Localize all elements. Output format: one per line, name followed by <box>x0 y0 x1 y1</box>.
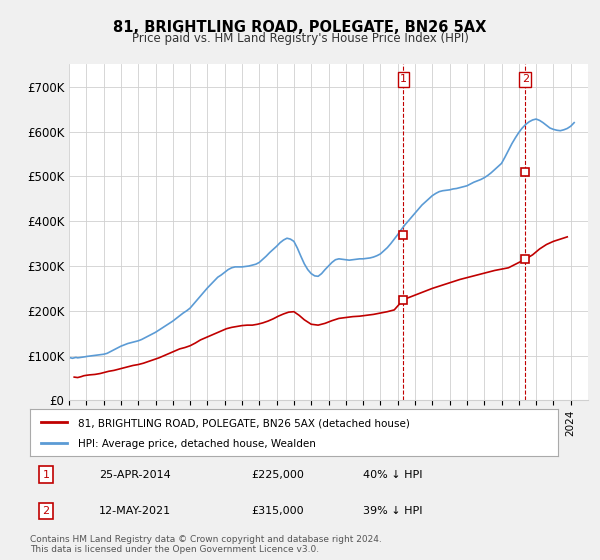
Text: Contains HM Land Registry data © Crown copyright and database right 2024.
This d: Contains HM Land Registry data © Crown c… <box>30 535 382 554</box>
Text: Price paid vs. HM Land Registry's House Price Index (HPI): Price paid vs. HM Land Registry's House … <box>131 32 469 45</box>
Text: 25-APR-2014: 25-APR-2014 <box>98 470 170 479</box>
Text: 12-MAY-2021: 12-MAY-2021 <box>98 506 171 516</box>
Text: 1: 1 <box>43 470 49 479</box>
Text: 1: 1 <box>400 74 407 85</box>
Text: 39% ↓ HPI: 39% ↓ HPI <box>362 506 422 516</box>
Text: £225,000: £225,000 <box>252 470 305 479</box>
Text: 40% ↓ HPI: 40% ↓ HPI <box>362 470 422 479</box>
Text: £315,000: £315,000 <box>252 506 304 516</box>
Text: 2: 2 <box>42 506 49 516</box>
Text: 81, BRIGHTLING ROAD, POLEGATE, BN26 5AX: 81, BRIGHTLING ROAD, POLEGATE, BN26 5AX <box>113 20 487 35</box>
Text: HPI: Average price, detached house, Wealden: HPI: Average price, detached house, Weal… <box>77 439 316 449</box>
Text: 81, BRIGHTLING ROAD, POLEGATE, BN26 5AX (detached house): 81, BRIGHTLING ROAD, POLEGATE, BN26 5AX … <box>77 418 409 428</box>
Text: 2: 2 <box>521 74 529 85</box>
